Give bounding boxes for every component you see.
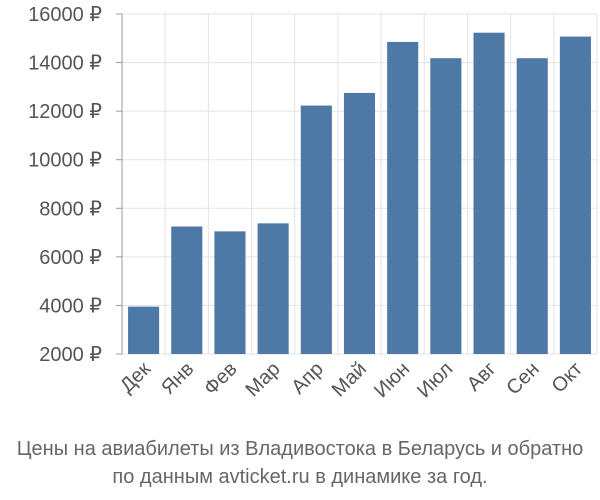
x-tick-label: Апр <box>287 358 328 399</box>
bar <box>171 226 203 354</box>
bar <box>300 105 332 354</box>
bar <box>559 36 591 354</box>
x-tick-label: Июн <box>370 358 414 402</box>
bar <box>128 306 160 354</box>
x-tick-label: Авг <box>463 358 501 396</box>
y-tick-label: 8000 ₽ <box>39 198 102 220</box>
x-tick-label: Янв <box>157 358 198 399</box>
y-tick-label: 12000 ₽ <box>28 101 102 123</box>
bar <box>257 223 289 354</box>
x-tick-label: Дек <box>116 358 155 397</box>
bar <box>387 41 419 355</box>
bar <box>343 92 376 354</box>
x-tick-label: Июл <box>413 358 457 402</box>
y-tick-label: 16000 ₽ <box>28 4 102 26</box>
bar <box>430 58 462 354</box>
y-tick-label: 10000 ₽ <box>28 150 102 172</box>
bar <box>473 32 505 354</box>
y-tick-label: 6000 ₽ <box>39 247 102 269</box>
y-tick-label: 14000 ₽ <box>28 53 102 75</box>
axis-layer <box>116 13 123 355</box>
x-tick-label: Май <box>328 358 371 401</box>
y-tick-labels: 2000 ₽ 4000 ₽ 6000 ₽ 8000 ₽ 10000 ₽ 12000 ₽ 14… <box>28 4 102 366</box>
chart-caption: Цены на авиабилеты из Владивостока в Бел… <box>17 438 583 488</box>
y-tick-label: 2000 ₽ <box>39 344 102 366</box>
y-tick-label: 4000 ₽ <box>39 295 102 317</box>
x-tick-label: Фев <box>200 358 242 400</box>
caption-line-1: Цены на авиабилеты из Владивостока в Бел… <box>17 438 583 460</box>
bars-layer <box>128 32 591 355</box>
x-tick-label: Мар <box>241 358 284 401</box>
bar <box>214 231 246 354</box>
x-tick-label: Сен <box>502 358 543 399</box>
x-tick-label: Окт <box>548 358 587 397</box>
bar <box>516 58 548 354</box>
caption-line-2: по данным avticket.ru в динамике за год. <box>112 466 487 488</box>
